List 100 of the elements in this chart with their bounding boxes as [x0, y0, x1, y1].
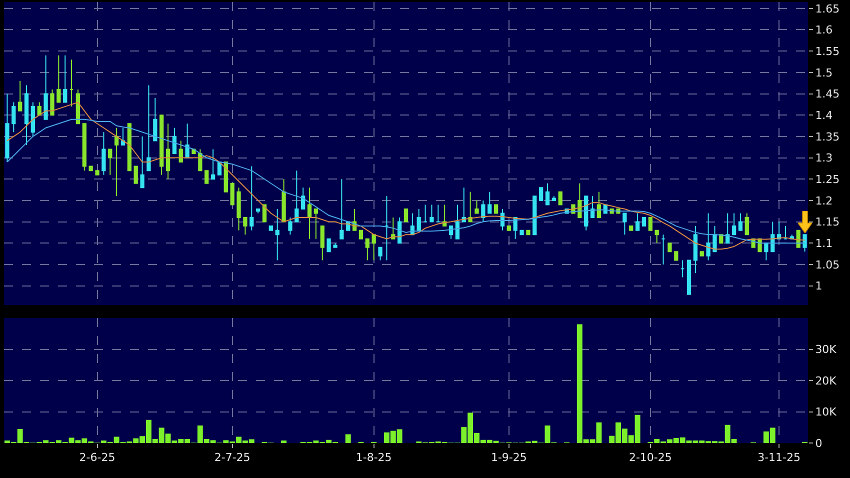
candlestick — [506, 226, 511, 231]
candlestick — [462, 187, 466, 222]
candlestick — [384, 196, 389, 261]
candlestick — [294, 170, 299, 222]
candlestick — [256, 208, 260, 214]
candlestick — [24, 84, 29, 146]
candlestick — [314, 208, 318, 240]
candlestick — [423, 204, 428, 222]
candlestick — [333, 242, 338, 248]
y-tick-label: 1.5 — [815, 66, 833, 80]
candlestick — [642, 217, 646, 227]
candlestick — [69, 59, 74, 108]
candlestick — [802, 234, 807, 252]
candlestick — [391, 217, 396, 240]
candlestick — [680, 260, 685, 278]
candlestick — [108, 148, 112, 176]
candlestick — [95, 170, 100, 176]
candlestick — [481, 200, 486, 222]
candlestick — [732, 212, 736, 236]
candlestick — [5, 93, 10, 163]
x-tick-label: 1-9-25 — [490, 451, 527, 464]
bar — [345, 434, 351, 443]
candlestick — [430, 204, 434, 222]
candlestick — [526, 230, 530, 236]
candlestick — [307, 187, 312, 240]
candlestick — [654, 230, 659, 244]
candlestick — [455, 204, 460, 240]
y-tick-label: 1.25 — [815, 172, 840, 186]
candlestick — [494, 204, 498, 214]
x-tick-label: 2-6-25 — [79, 451, 116, 464]
candlestick — [185, 123, 190, 158]
candlestick — [744, 212, 749, 236]
y-tick-label: 1.15 — [815, 216, 840, 229]
candlestick — [738, 212, 743, 231]
candlestick — [783, 226, 788, 240]
y-tick-label: 1.45 — [815, 88, 840, 101]
candlestick — [178, 140, 183, 163]
candlestick — [230, 182, 234, 206]
y-tick-label: 10K — [815, 406, 838, 419]
candlestick — [629, 226, 634, 231]
candlestick — [520, 230, 524, 236]
y-tick-label: 1.65 — [815, 2, 840, 16]
candlestick — [172, 127, 177, 154]
candlestick — [686, 260, 692, 295]
candlestick — [268, 226, 273, 231]
candlestick — [160, 114, 164, 176]
candlestick — [404, 208, 408, 222]
candlestick — [146, 84, 151, 172]
candlestick — [320, 226, 324, 261]
y-tick-label: 1.55 — [815, 44, 840, 58]
candlestick — [282, 178, 286, 222]
candlestick — [140, 136, 144, 188]
candlestick — [340, 178, 344, 240]
candlestick — [358, 230, 364, 240]
candlestick — [153, 98, 158, 142]
candlestick — [262, 204, 267, 222]
candlestick — [648, 217, 652, 231]
candlestick — [236, 187, 241, 231]
candlestick — [166, 123, 170, 180]
candlestick — [243, 217, 248, 236]
y-tick-label: 30K — [815, 343, 838, 356]
candlestick — [63, 54, 68, 103]
y-tick-label: 0 — [815, 436, 822, 450]
candlestick — [416, 208, 421, 231]
x-tick-label: 3-11-25 — [758, 451, 801, 464]
candlestick — [706, 212, 710, 261]
candlestick — [590, 196, 595, 218]
candlestick — [448, 226, 454, 240]
candlestick — [468, 191, 472, 222]
candlestick — [700, 251, 704, 256]
candlestick — [198, 148, 202, 172]
candlestick — [558, 191, 562, 206]
y-tick-label: 1.6 — [815, 24, 833, 37]
candlestick — [82, 123, 86, 172]
candlestick — [288, 217, 292, 236]
y-tick-label: 1.35 — [815, 130, 840, 144]
line-series — [6, 102, 806, 250]
candlestick — [539, 187, 544, 201]
candlestick — [693, 226, 698, 274]
line-series — [6, 118, 806, 244]
candlestick — [127, 123, 132, 172]
candlestick — [275, 208, 280, 261]
candlestick — [44, 54, 48, 120]
y-tick-label: 1.4 — [815, 108, 833, 122]
y-tick-label: 1.2 — [815, 194, 833, 208]
candlestick — [726, 212, 730, 244]
x-tick-label: 2-10-25 — [628, 451, 672, 464]
candlestick — [210, 148, 216, 180]
candlestick — [50, 88, 54, 116]
y-tick-label: 1.1 — [815, 236, 833, 250]
candlestick — [668, 242, 672, 252]
candlestick — [365, 238, 370, 261]
candlestick — [378, 246, 382, 261]
candlestick — [250, 166, 254, 231]
candlestick — [584, 196, 588, 231]
candlestick — [204, 170, 209, 184]
candlestick — [552, 196, 556, 201]
x-tick-label: 2-7-25 — [214, 451, 250, 464]
candlestick — [30, 102, 36, 137]
candlestick — [301, 187, 306, 210]
